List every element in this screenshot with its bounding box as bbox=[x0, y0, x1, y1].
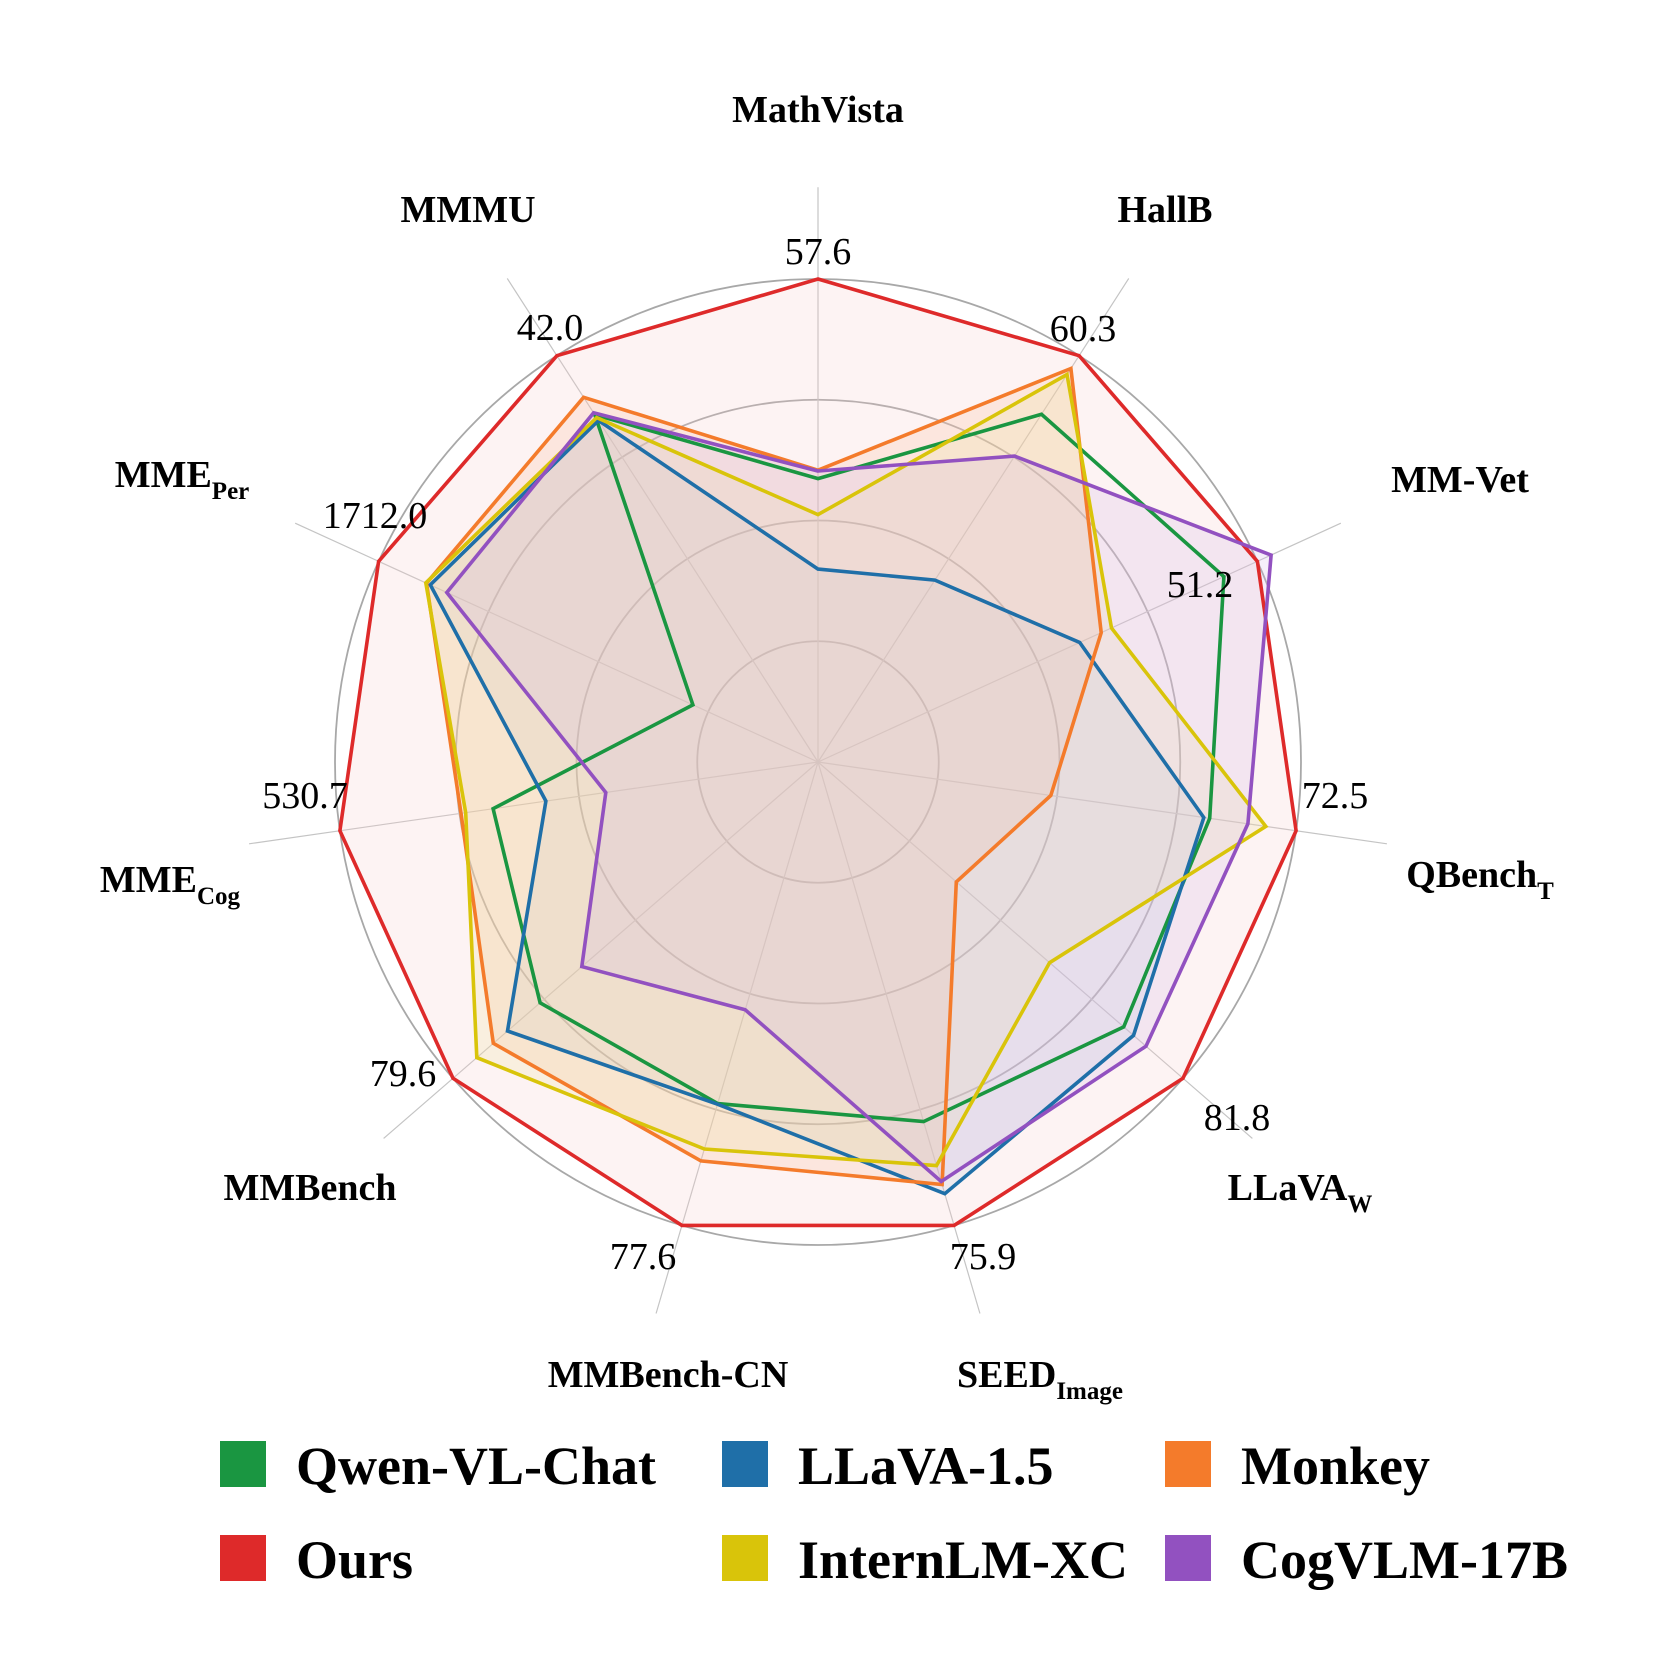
axis-title-mmmu: MMMU bbox=[400, 189, 535, 231]
series-line-ours bbox=[338, 277, 1298, 1228]
axis-title-text: HallB bbox=[1117, 189, 1212, 231]
axis-max-label-seed-image: 75.9 bbox=[950, 1236, 1017, 1278]
legend-item-qwen-vl-chat: Qwen-VL-Chat bbox=[220, 1436, 656, 1496]
axis-title-subscript: W bbox=[1347, 1191, 1372, 1218]
series-fill-ours bbox=[339, 279, 1297, 1226]
axis-title-text: MMBench-CN bbox=[548, 1354, 789, 1396]
series-fill-cogvlm-17b bbox=[446, 412, 1272, 1182]
legend-item-llava-1-5: LLaVA-1.5 bbox=[722, 1436, 1054, 1496]
legend-label: Qwen-VL-Chat bbox=[296, 1436, 656, 1496]
legend-label: Ours bbox=[296, 1530, 413, 1590]
legend-swatch bbox=[220, 1441, 266, 1487]
series-fill-internlm-xc bbox=[425, 374, 1266, 1166]
axis-max-label-mmbench-cn: 77.6 bbox=[610, 1236, 677, 1278]
series-line-cogvlm-17b bbox=[444, 410, 1274, 1184]
spoke-mmeper bbox=[294, 522, 819, 763]
legend-label: LLaVA-1.5 bbox=[798, 1436, 1054, 1496]
legend-item-internlm-xc: InternLM-XC bbox=[722, 1530, 1128, 1590]
spoke-mmbench bbox=[383, 761, 819, 1139]
axis-max-label-hallb: 60.3 bbox=[1050, 308, 1117, 350]
axis-max-label-qbench-t: 72.5 bbox=[1302, 775, 1369, 817]
axis-title-mm-vet: MM-Vet bbox=[1391, 459, 1529, 501]
spoke-mmbench-cn bbox=[655, 761, 819, 1314]
grid-layer bbox=[248, 187, 1388, 1314]
series-line-monkey bbox=[424, 365, 1104, 1187]
axis-title-text: LLaVA bbox=[1228, 1167, 1348, 1209]
axis-max-label-mathvista: 57.6 bbox=[785, 231, 852, 273]
axis-title-text: MMMU bbox=[400, 189, 535, 231]
legend-item-monkey: Monkey bbox=[1165, 1436, 1430, 1496]
axis-title-hallb: HallB bbox=[1117, 189, 1212, 231]
legend-swatch bbox=[1165, 1535, 1211, 1581]
axis-title-text: SEED bbox=[957, 1354, 1056, 1396]
axis-max-label-mme-per: 1712.0 bbox=[323, 495, 428, 537]
axis-title-text: MathVista bbox=[732, 89, 904, 131]
axis-title-subscript: Per bbox=[212, 478, 249, 505]
legend-item-ours: Ours bbox=[220, 1530, 413, 1590]
series-line-layer bbox=[338, 277, 1298, 1228]
legend-label: InternLM-XC bbox=[798, 1530, 1128, 1590]
legend-swatch bbox=[722, 1535, 768, 1581]
legend-swatch bbox=[1165, 1441, 1211, 1487]
legend-item-cogvlm-17b: CogVLM-17B bbox=[1165, 1530, 1568, 1590]
axis-title-text: MMBench bbox=[223, 1167, 396, 1209]
axis-max-label-llava-w: 81.8 bbox=[1204, 1097, 1271, 1139]
series-fill-monkey bbox=[426, 368, 1102, 1185]
axis-max-label-mmmu: 42.0 bbox=[517, 307, 584, 349]
spoke-llavaw bbox=[817, 761, 1253, 1139]
axis-title-mmbench-cn: MMBench-CN bbox=[548, 1354, 789, 1396]
series-fill-layer bbox=[339, 279, 1297, 1226]
axis-title-text: QBench bbox=[1406, 854, 1537, 896]
spoke-hallb bbox=[817, 278, 1130, 763]
axis-title-mathvista: MathVista bbox=[732, 89, 904, 131]
axis-max-label-mme-cog: 530.7 bbox=[262, 775, 348, 817]
axis-title-mmbench: MMBench bbox=[223, 1167, 396, 1209]
legend-swatch bbox=[220, 1535, 266, 1581]
spoke-mmecog bbox=[248, 761, 819, 845]
series-line-internlm-xc bbox=[423, 371, 1269, 1168]
series-line-qwen-vl-chat bbox=[491, 412, 1226, 1124]
axis-title-text: MME bbox=[115, 454, 212, 496]
axis-title-text: MME bbox=[100, 859, 197, 901]
legend-swatch bbox=[722, 1441, 768, 1487]
axis-title-llava-w: LLaVAW bbox=[1228, 1167, 1373, 1218]
axis-label-layer: MathVista 57.6 HallB 60.3 MM-Vet 51.2 QBenchT 7… bbox=[100, 89, 1554, 1405]
spoke-seedimage bbox=[817, 761, 981, 1314]
legend-label: CogVLM-17B bbox=[1241, 1530, 1568, 1590]
series-line-llava-1-5 bbox=[428, 418, 1206, 1196]
axis-title-subscript: Cog bbox=[197, 883, 241, 910]
axis-title-subscript: Image bbox=[1056, 1378, 1123, 1405]
axis-title-mme-cog: MMECog bbox=[100, 859, 241, 910]
legend: Qwen-VL-Chat LLaVA-1.5 Monkey Ours InternLM-… bbox=[220, 1436, 1568, 1590]
axis-title-qbench-t: QBenchT bbox=[1406, 854, 1554, 905]
axis-title-mme-per: MMEPer bbox=[115, 454, 250, 505]
axis-title-text: MM-Vet bbox=[1391, 459, 1529, 501]
axis-title-seed-image: SEEDImage bbox=[957, 1354, 1123, 1405]
spoke-qbencht bbox=[817, 761, 1388, 845]
axis-max-label-mmbench: 79.6 bbox=[370, 1053, 437, 1095]
axis-max-label-mm-vet: 51.2 bbox=[1167, 564, 1234, 606]
spoke-mmmu bbox=[506, 278, 819, 763]
legend-label: Monkey bbox=[1241, 1436, 1430, 1496]
axis-title-subscript: T bbox=[1537, 878, 1554, 905]
